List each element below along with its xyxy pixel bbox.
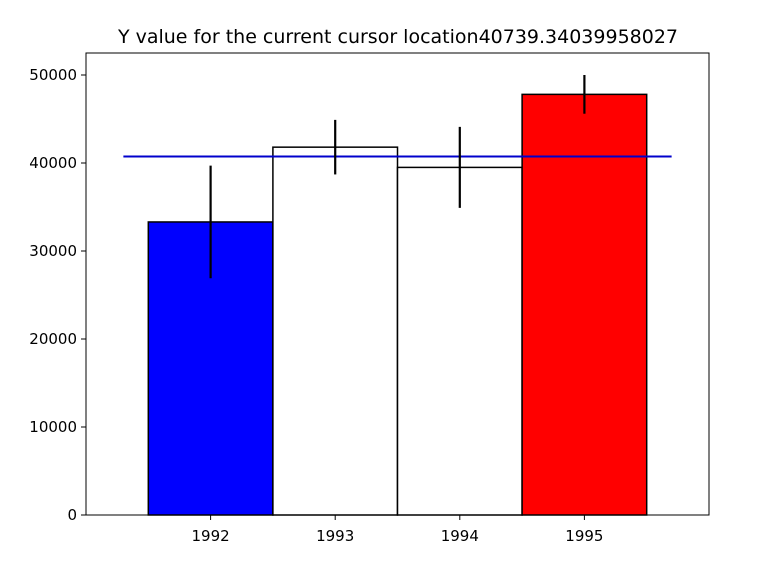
chart-title: Y value for the current cursor location4… <box>117 26 678 48</box>
x-tick-label-1994: 1994 <box>441 527 479 545</box>
y-tick-label: 50000 <box>29 66 77 84</box>
y-tick-label: 20000 <box>29 330 77 348</box>
y-tick-label: 40000 <box>29 154 77 172</box>
y-tick-label: 10000 <box>29 418 77 436</box>
bar-1995 <box>521 93 648 516</box>
bar-1994 <box>396 166 523 516</box>
x-tick-label-1993: 1993 <box>316 527 354 545</box>
plot-area-frame <box>85 52 710 516</box>
x-tick-label-1992: 1992 <box>192 527 230 545</box>
y-tick-label: 0 <box>67 506 77 524</box>
bar-1993 <box>272 146 399 516</box>
x-axis: 1992 1993 1994 1995 <box>192 515 603 545</box>
x-tick-label-1995: 1995 <box>565 527 603 545</box>
y-axis: 0 10000 20000 30000 40000 50000 <box>29 66 86 524</box>
error-bars-layer <box>209 75 586 279</box>
y-tick-label: 30000 <box>29 242 77 260</box>
